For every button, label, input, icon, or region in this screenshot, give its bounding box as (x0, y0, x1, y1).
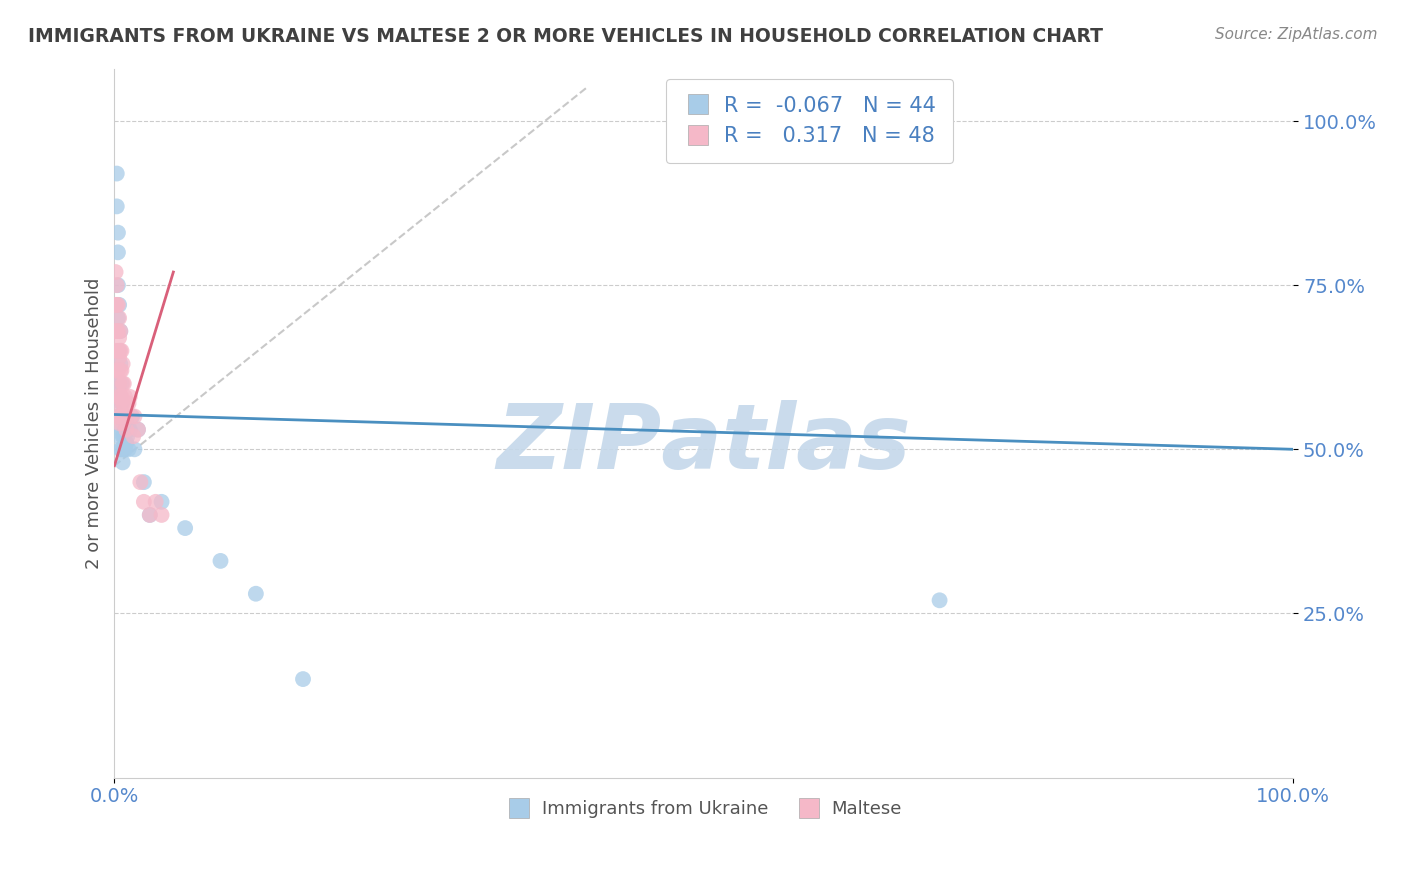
Point (110, 442, 132, 457)
Point (105, 324, 128, 338)
Point (118, 390, 141, 404)
Point (108, 409, 131, 424)
Point (111, 396, 134, 410)
Point (110, 343, 132, 358)
Point (118, 423, 141, 437)
Point (121, 409, 143, 424)
Point (107, 409, 129, 424)
Point (108, 343, 131, 358)
Point (111, 376, 134, 391)
Point (245, 587, 267, 601)
Point (111, 455, 134, 469)
Point (114, 423, 136, 437)
Point (107, 298, 129, 312)
Point (129, 475, 152, 490)
Point (174, 521, 197, 535)
Point (108, 416, 131, 430)
Point (108, 376, 131, 391)
Text: IMMIGRANTS FROM UKRAINE VS MALTESE 2 OR MORE VEHICLES IN HOUSEHOLD CORRELATION C: IMMIGRANTS FROM UKRAINE VS MALTESE 2 OR … (28, 27, 1104, 45)
Point (112, 442, 135, 457)
Point (107, 390, 129, 404)
Point (122, 429, 145, 443)
Point (292, 672, 315, 686)
Point (107, 324, 129, 338)
Point (107, 245, 129, 260)
Point (110, 324, 132, 338)
Point (108, 376, 131, 391)
Point (150, 508, 173, 522)
Point (110, 396, 132, 410)
Point (132, 495, 155, 509)
Point (114, 390, 136, 404)
Point (145, 495, 167, 509)
Point (108, 331, 131, 345)
Point (110, 390, 132, 404)
Point (111, 429, 134, 443)
Point (110, 423, 132, 437)
Point (124, 442, 146, 457)
Point (110, 442, 132, 457)
Point (105, 298, 128, 312)
Point (112, 429, 135, 443)
Point (127, 423, 149, 437)
Point (115, 435, 138, 450)
Point (104, 324, 127, 338)
Point (115, 409, 138, 424)
Point (107, 278, 129, 293)
Point (105, 363, 128, 377)
Point (117, 429, 139, 443)
Point (120, 409, 142, 424)
Legend: Immigrants from Ukraine, Maltese: Immigrants from Ukraine, Maltese (499, 793, 910, 825)
Point (108, 310, 131, 325)
Point (127, 423, 149, 437)
Point (117, 396, 139, 410)
Point (107, 310, 129, 325)
Point (112, 376, 135, 391)
Point (114, 442, 136, 457)
Point (107, 226, 129, 240)
Point (132, 475, 155, 490)
Point (104, 298, 127, 312)
Point (150, 495, 173, 509)
Point (110, 363, 132, 377)
Point (209, 554, 232, 568)
Point (111, 416, 134, 430)
Point (115, 416, 138, 430)
Point (117, 442, 139, 457)
Point (124, 409, 146, 424)
Point (110, 357, 132, 371)
Point (110, 324, 132, 338)
Point (105, 343, 128, 358)
Point (107, 363, 129, 377)
Point (115, 423, 138, 437)
Point (110, 409, 132, 424)
Point (139, 508, 162, 522)
Point (105, 167, 128, 181)
Text: Source: ZipAtlas.com: Source: ZipAtlas.com (1215, 27, 1378, 42)
Text: ZIP​atlas: ZIP​atlas (496, 401, 911, 488)
Point (139, 508, 162, 522)
Point (105, 199, 128, 213)
Point (110, 390, 132, 404)
Point (111, 357, 134, 371)
Point (110, 409, 132, 424)
Point (110, 343, 132, 358)
Point (105, 278, 128, 293)
Point (108, 429, 131, 443)
Point (104, 265, 127, 279)
Point (108, 396, 131, 410)
Point (108, 351, 131, 365)
Y-axis label: 2 or more Vehicles in Household: 2 or more Vehicles in Household (86, 277, 103, 569)
Point (111, 409, 134, 424)
Point (107, 343, 129, 358)
Point (110, 363, 132, 377)
Point (108, 298, 131, 312)
Point (112, 396, 135, 410)
Point (110, 376, 132, 391)
Point (110, 390, 132, 404)
Point (112, 409, 135, 424)
Point (928, 593, 950, 607)
